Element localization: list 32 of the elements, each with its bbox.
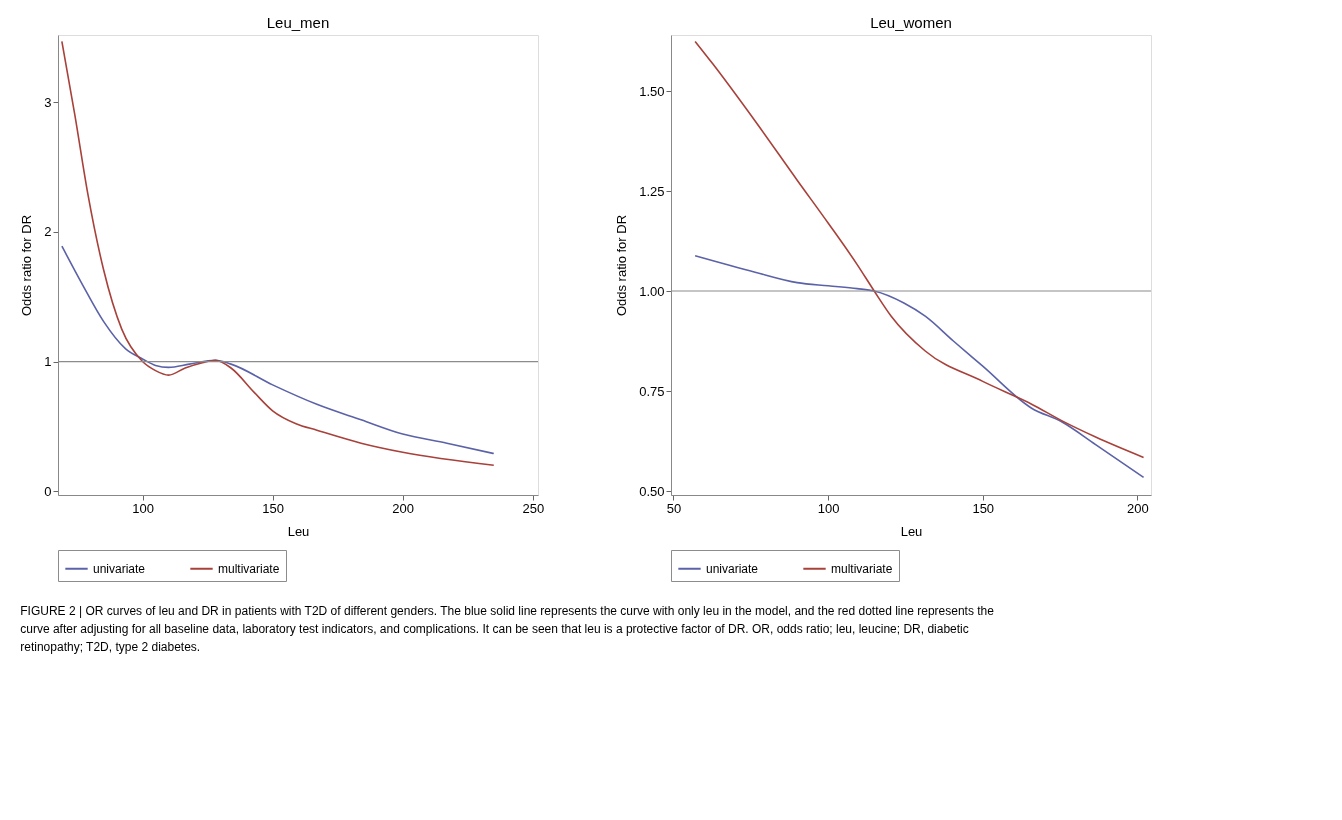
y-tick-label: 1 bbox=[44, 354, 52, 370]
legend-label: multivariate bbox=[218, 561, 280, 576]
y-tick-label: 3 bbox=[44, 94, 52, 110]
y-tick-label: 0.50 bbox=[639, 483, 665, 499]
caption: FIGURE 2 | OR curves of leu and DR in patients with T2D of different genders. The blue solid line represents the curve with only leu in the model, and the red dotted line represents the curve after adjusting for all baseline data, laboratory test indicators, and complications. It can be seen that leu is a protective factor of DR. OR, odds ratio; leu, leucine; DR, diabetic retinopathy; T2D, type 2 diabetes. bbox=[20, 604, 995, 654]
x-tick-label: 100 bbox=[132, 500, 154, 516]
x-tick-label: 100 bbox=[817, 500, 840, 516]
x-tick-label: 150 bbox=[262, 500, 284, 516]
y-axis-title: Odds ratio for DR bbox=[614, 214, 630, 317]
legend-label: multivariate bbox=[831, 561, 893, 576]
line-series bbox=[61, 40, 495, 466]
legend-label: univariate bbox=[93, 561, 146, 576]
x-tick-label: 250 bbox=[522, 500, 545, 516]
x-tick-label: 150 bbox=[972, 500, 995, 516]
chart-title: Leu_men bbox=[266, 14, 330, 31]
y-tick-label: 0 bbox=[44, 483, 52, 499]
x-axis-title: Leu bbox=[900, 523, 923, 539]
x-tick-label: 200 bbox=[1127, 500, 1149, 516]
chart-title: Leu_women bbox=[870, 14, 952, 31]
y-tick-label: 1.50 bbox=[639, 83, 665, 99]
line-series bbox=[694, 255, 1145, 479]
x-tick-label: 200 bbox=[392, 500, 415, 516]
legend-label: univariate bbox=[706, 561, 759, 576]
y-tick-label: 0.75 bbox=[639, 383, 665, 399]
x-tick-label: 50 bbox=[666, 500, 682, 516]
y-tick-label: 1.00 bbox=[639, 283, 665, 299]
y-tick-label: 2 bbox=[44, 224, 52, 240]
line-series bbox=[61, 245, 495, 455]
y-axis-title: Odds ratio for DR bbox=[19, 214, 35, 317]
line-series bbox=[694, 40, 1145, 459]
y-tick-label: 1.25 bbox=[639, 183, 665, 199]
x-axis-title: Leu bbox=[287, 523, 310, 539]
